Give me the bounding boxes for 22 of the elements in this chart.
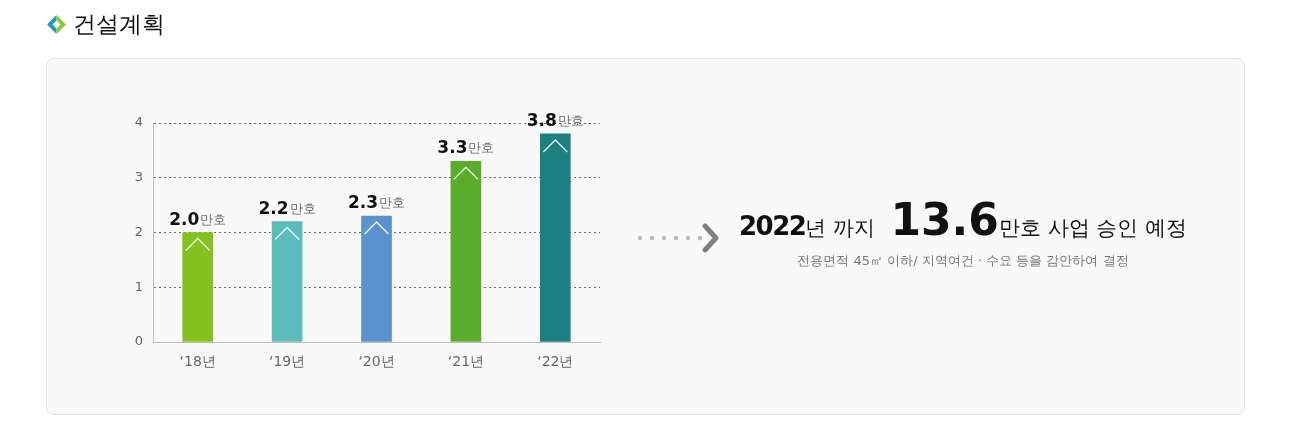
bar [539, 133, 571, 342]
text: 전용면적 45㎡ 이하/ 지역여건 · 수요 등을 감안하여 결정 [796, 252, 1130, 270]
x-tick-label: ‘19년 [268, 353, 306, 370]
data-label: 3.8만호 [526, 109, 584, 130]
data-label: 2.0만호 [169, 208, 227, 229]
y-tick-label: 0 [134, 333, 143, 349]
y-tick-label: 1 [134, 278, 143, 294]
bar [450, 161, 482, 342]
bar [271, 221, 303, 342]
x-tick-label: ‘20년 [358, 353, 395, 370]
data-label: 2.3만호 [347, 192, 406, 213]
data-label: 3.3만호 [437, 137, 495, 158]
x-tick-label: ‘21년 [447, 353, 485, 370]
y-tick-label: 3 [134, 169, 143, 185]
chart-title: 건설계획 [73, 10, 165, 39]
y-tick-label: 4 [134, 114, 143, 130]
text: 2022년 까지 13.6만호 사업 승인 예정 [739, 194, 1187, 245]
x-tick-label: ‘18년 [179, 353, 216, 370]
x-tick-label: ‘22년 [537, 353, 574, 370]
bar [361, 215, 392, 342]
bar [182, 232, 214, 342]
y-tick-label: 2 [134, 223, 143, 239]
